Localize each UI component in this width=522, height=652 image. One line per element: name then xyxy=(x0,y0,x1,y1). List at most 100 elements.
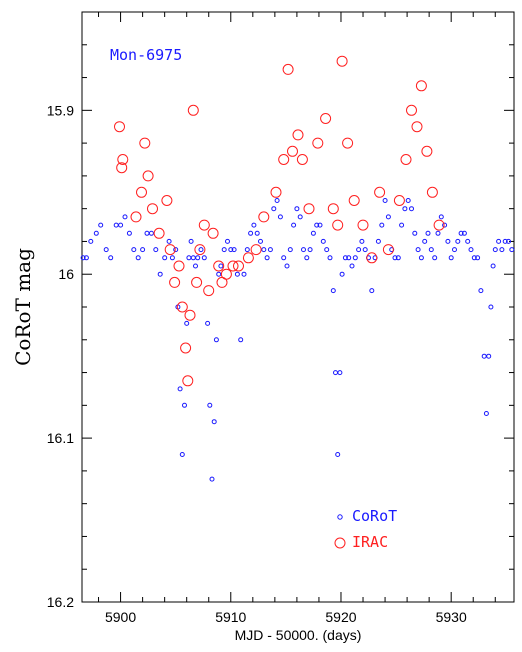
corot-point xyxy=(80,255,86,261)
corot-point xyxy=(428,247,434,253)
corot-point xyxy=(184,320,190,326)
corot-point xyxy=(98,222,104,228)
corot-point xyxy=(213,337,219,343)
y-axis-title: CoRoT mag xyxy=(11,248,35,366)
corot-point xyxy=(483,411,489,416)
corot-point xyxy=(193,263,198,269)
corot-point xyxy=(201,255,207,261)
corot-point xyxy=(468,247,474,253)
corot-point xyxy=(425,230,431,236)
corot-point xyxy=(162,255,168,261)
irac-point xyxy=(213,260,225,272)
corot-point xyxy=(307,247,313,253)
corot-point xyxy=(88,238,94,244)
irac-point xyxy=(207,227,219,239)
corot-point xyxy=(221,247,227,253)
corot-point xyxy=(231,247,237,253)
irac-point xyxy=(336,55,348,67)
irac-point xyxy=(303,203,315,215)
corot-point xyxy=(382,198,388,203)
irac-point xyxy=(114,121,125,133)
irac-point xyxy=(270,186,282,198)
irac-point xyxy=(278,154,290,165)
corot-point xyxy=(218,263,224,269)
corot-point xyxy=(198,247,204,253)
corot-point xyxy=(337,370,343,376)
corot-point xyxy=(422,238,428,244)
corot-point xyxy=(471,255,477,261)
corot-point xyxy=(339,271,345,277)
legend-corot-label: CoRoT xyxy=(352,507,397,525)
irac-point xyxy=(320,113,332,124)
irac-point xyxy=(203,285,215,297)
irac-point xyxy=(400,154,412,165)
corot-point xyxy=(244,247,250,253)
corot-point xyxy=(118,222,124,228)
irac-point xyxy=(187,104,199,116)
corot-point xyxy=(333,370,338,376)
irac-point xyxy=(406,104,417,116)
corot-point xyxy=(317,222,323,228)
irac-point xyxy=(415,80,427,92)
irac-point xyxy=(169,276,181,288)
corot-point xyxy=(271,206,277,212)
corot-point xyxy=(166,238,172,244)
legend-irac-marker xyxy=(334,537,346,549)
corot-point xyxy=(346,255,352,261)
irac-point xyxy=(194,244,206,256)
irac-point xyxy=(164,244,176,256)
corot-point xyxy=(412,230,418,236)
corot-point xyxy=(375,238,381,244)
x-tick-label: 5900 xyxy=(105,609,136,625)
corot-point xyxy=(281,255,287,261)
y-tick-label: 16 xyxy=(58,266,74,282)
corot-point xyxy=(173,247,179,253)
irac-point xyxy=(116,162,128,174)
legend-irac-label: IRAC xyxy=(352,533,388,551)
corot-point xyxy=(486,353,492,359)
corot-point xyxy=(177,386,183,392)
irac-point xyxy=(348,195,360,206)
corot-point xyxy=(258,238,263,244)
corot-point xyxy=(352,255,358,261)
corot-point xyxy=(264,255,270,261)
corot-point xyxy=(108,255,114,261)
corot-point xyxy=(465,238,471,244)
y-tick-label: 16.2 xyxy=(47,594,74,610)
corot-point xyxy=(291,222,297,228)
corot-point xyxy=(327,255,333,261)
irac-point xyxy=(374,186,386,198)
corot-point xyxy=(509,247,515,253)
corot-point xyxy=(349,263,355,269)
y-tick-label: 15.9 xyxy=(47,102,74,118)
corot-point xyxy=(506,238,511,244)
irac-series xyxy=(114,55,445,387)
corot-point xyxy=(314,222,320,228)
irac-point xyxy=(153,227,165,239)
corot-point xyxy=(83,255,89,261)
corot-point xyxy=(169,255,175,261)
irac-point xyxy=(142,170,154,182)
corot-point xyxy=(254,230,260,236)
corot-point xyxy=(211,419,217,425)
corot-point xyxy=(216,271,222,277)
corot-point xyxy=(251,222,257,228)
corot-point xyxy=(496,238,502,244)
corot-point xyxy=(122,214,128,220)
corot-point xyxy=(448,255,454,261)
corot-point xyxy=(310,230,316,236)
corot-point xyxy=(392,255,398,261)
corot-point xyxy=(207,402,213,408)
irac-point xyxy=(136,186,147,198)
irac-point xyxy=(342,137,354,149)
corot-point xyxy=(342,255,348,261)
irac-point xyxy=(357,219,369,231)
irac-point xyxy=(147,203,158,215)
corot-point xyxy=(301,247,306,253)
corot-point xyxy=(144,230,150,236)
corot-point xyxy=(415,247,421,253)
irac-point xyxy=(426,186,438,198)
corot-point xyxy=(190,255,196,261)
irac-point xyxy=(282,63,294,75)
corot-point xyxy=(225,238,230,244)
